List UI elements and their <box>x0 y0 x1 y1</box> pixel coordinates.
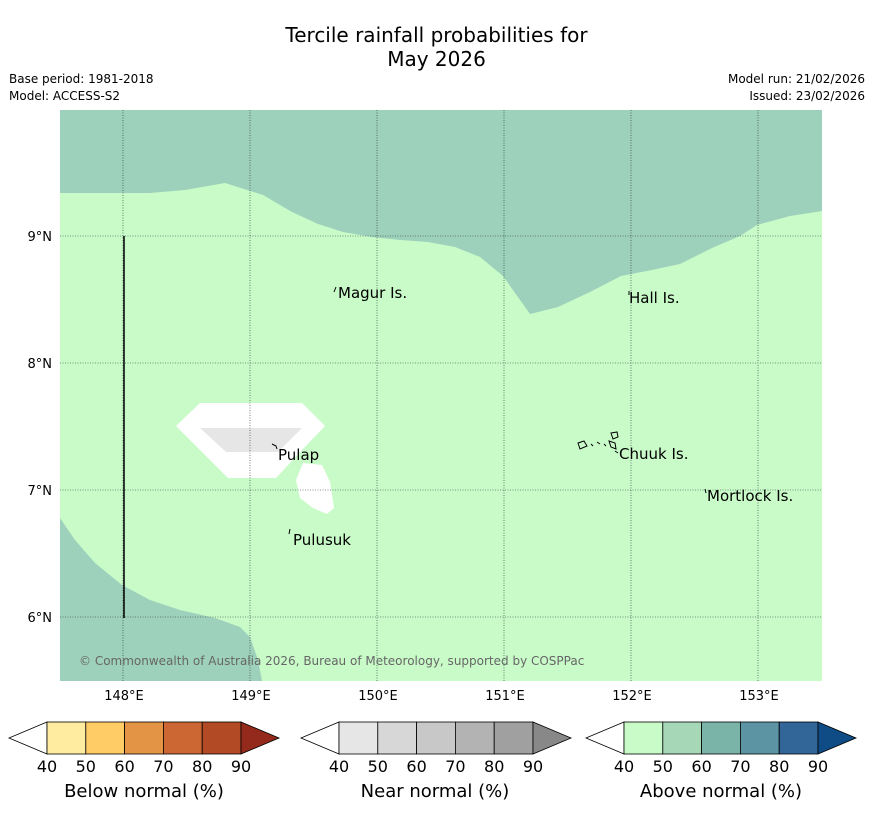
colorbar-below-segment <box>124 721 164 755</box>
colorbar-below-segment <box>201 721 242 755</box>
colorbar-title-near: Near normal (%) <box>360 781 510 802</box>
colorbar-above-tick-label: 60 <box>691 757 711 776</box>
colorbar-above-segment <box>701 721 741 755</box>
colorbar-below-tick-label: 60 <box>114 757 134 776</box>
colorbar-near-segment <box>493 721 534 755</box>
place-label-mortlock: Mortlock Is. <box>707 487 793 505</box>
colorbar-below-segment <box>46 721 87 755</box>
island-magur <box>333 286 337 293</box>
islands <box>271 286 707 535</box>
colorbar-title-below: Below normal (%) <box>64 781 224 802</box>
lon-tick-150: 150°E <box>358 689 398 704</box>
colorbar-above-tick-label: 80 <box>769 757 789 776</box>
lat-tick-8: 8°N <box>28 357 53 372</box>
colorbar-near-tick-label: 70 <box>445 757 465 776</box>
island-chuuk-lagoon <box>577 431 619 454</box>
colorbar-below-under-triangle <box>7 721 48 755</box>
island-pulusuk <box>288 528 291 535</box>
place-label-pulap: Pulap <box>278 446 319 464</box>
copyright-notice: © Commonwealth of Australia 2026, Bureau… <box>79 654 584 668</box>
metadata-right: Model run: 21/02/2026 Issued: 23/02/2026 <box>728 71 865 105</box>
place-label-chuuk: Chuuk Is. <box>619 445 688 463</box>
colorbar-above-tick-label: 70 <box>730 757 750 776</box>
colorbar-near-tick-label: 40 <box>329 757 349 776</box>
colorbar-below-tick-label: 40 <box>37 757 57 776</box>
colorbar-above-segment <box>662 721 702 755</box>
lat-tick-9: 9°N <box>28 230 53 245</box>
colorbar-near-over-triangle <box>532 721 573 755</box>
colorbar-below-tick-label: 80 <box>192 757 212 776</box>
colorbar-near-tick-label: 90 <box>523 757 543 776</box>
colorbar-near-tick-label: 50 <box>368 757 388 776</box>
place-label-pulusuk: Pulusuk <box>293 531 351 549</box>
colorbar-above-segment <box>740 721 780 755</box>
lon-tick-153: 153°E <box>739 689 779 704</box>
colorbar-above-tick-label: 90 <box>808 757 828 776</box>
colorbar-near-segment <box>454 721 495 755</box>
colorbar-below-tick-label: 50 <box>76 757 96 776</box>
above-normal-50-60-region-southwest <box>60 518 262 681</box>
map-title-line1: Tercile rainfall probabilities for <box>285 23 588 47</box>
colorbar-near-segment <box>338 721 379 755</box>
low-confidence-region-south <box>296 463 334 514</box>
graticule <box>60 110 822 681</box>
above-normal-50-60-region-north <box>60 110 822 314</box>
lon-tick-152: 152°E <box>612 689 652 704</box>
colorbar-below-over-triangle <box>240 721 281 755</box>
map-title-line2: May 2026 <box>387 47 486 71</box>
colorbar-above-under-triangle <box>584 721 625 755</box>
model-run: Model run: 21/02/2026 <box>727 72 865 86</box>
colorbar-near-under-triangle <box>299 721 340 755</box>
colorbar-below-normal: 40 50 60 70 80 90 <box>7 721 281 776</box>
island-mortlock <box>704 488 707 494</box>
colorbar-below-segment <box>85 721 126 755</box>
lat-tick-6: 6°N <box>28 611 53 626</box>
colorbar-near-segment <box>416 721 456 755</box>
place-label-hall: Hall Is. <box>629 289 680 307</box>
model-name: Model: ACCESS-S2 <box>9 89 121 103</box>
lon-tick-151: 151°E <box>485 689 525 704</box>
colorbar-below-tick-label: 90 <box>231 757 251 776</box>
colorbar-near-segment <box>377 721 417 755</box>
colorbar-near-tick-label: 60 <box>406 757 426 776</box>
colorbar-near-tick-label: 80 <box>484 757 504 776</box>
colorbar-near-normal: 40 50 60 70 80 90 <box>299 721 573 776</box>
colorbar-above-over-triangle <box>817 721 858 755</box>
island-pulap <box>271 443 278 450</box>
colorbar-above-normal: 40 50 60 70 80 90 <box>584 721 858 776</box>
lon-tick-148: 148°E <box>104 689 144 704</box>
place-label-magur: Magur Is. <box>338 284 407 302</box>
colorbar-above-tick-label: 50 <box>653 757 673 776</box>
colorbar-above-segment <box>778 721 819 755</box>
colorbar-below-segment <box>162 721 203 755</box>
metadata-left: Base period: 1981-2018 Model: ACCESS-S2 <box>9 71 154 105</box>
lon-tick-149: 149°E <box>231 689 271 704</box>
lat-tick-7: 7°N <box>28 484 53 499</box>
colorbar-title-above: Above normal (%) <box>639 781 803 802</box>
issued-date: Issued: 23/02/2026 <box>749 89 865 103</box>
colorbar-below-tick-label: 70 <box>153 757 173 776</box>
colorbar-above-tick-label: 40 <box>614 757 634 776</box>
colorbar-above-segment <box>623 721 664 755</box>
base-period: Base period: 1981-2018 <box>9 72 154 86</box>
